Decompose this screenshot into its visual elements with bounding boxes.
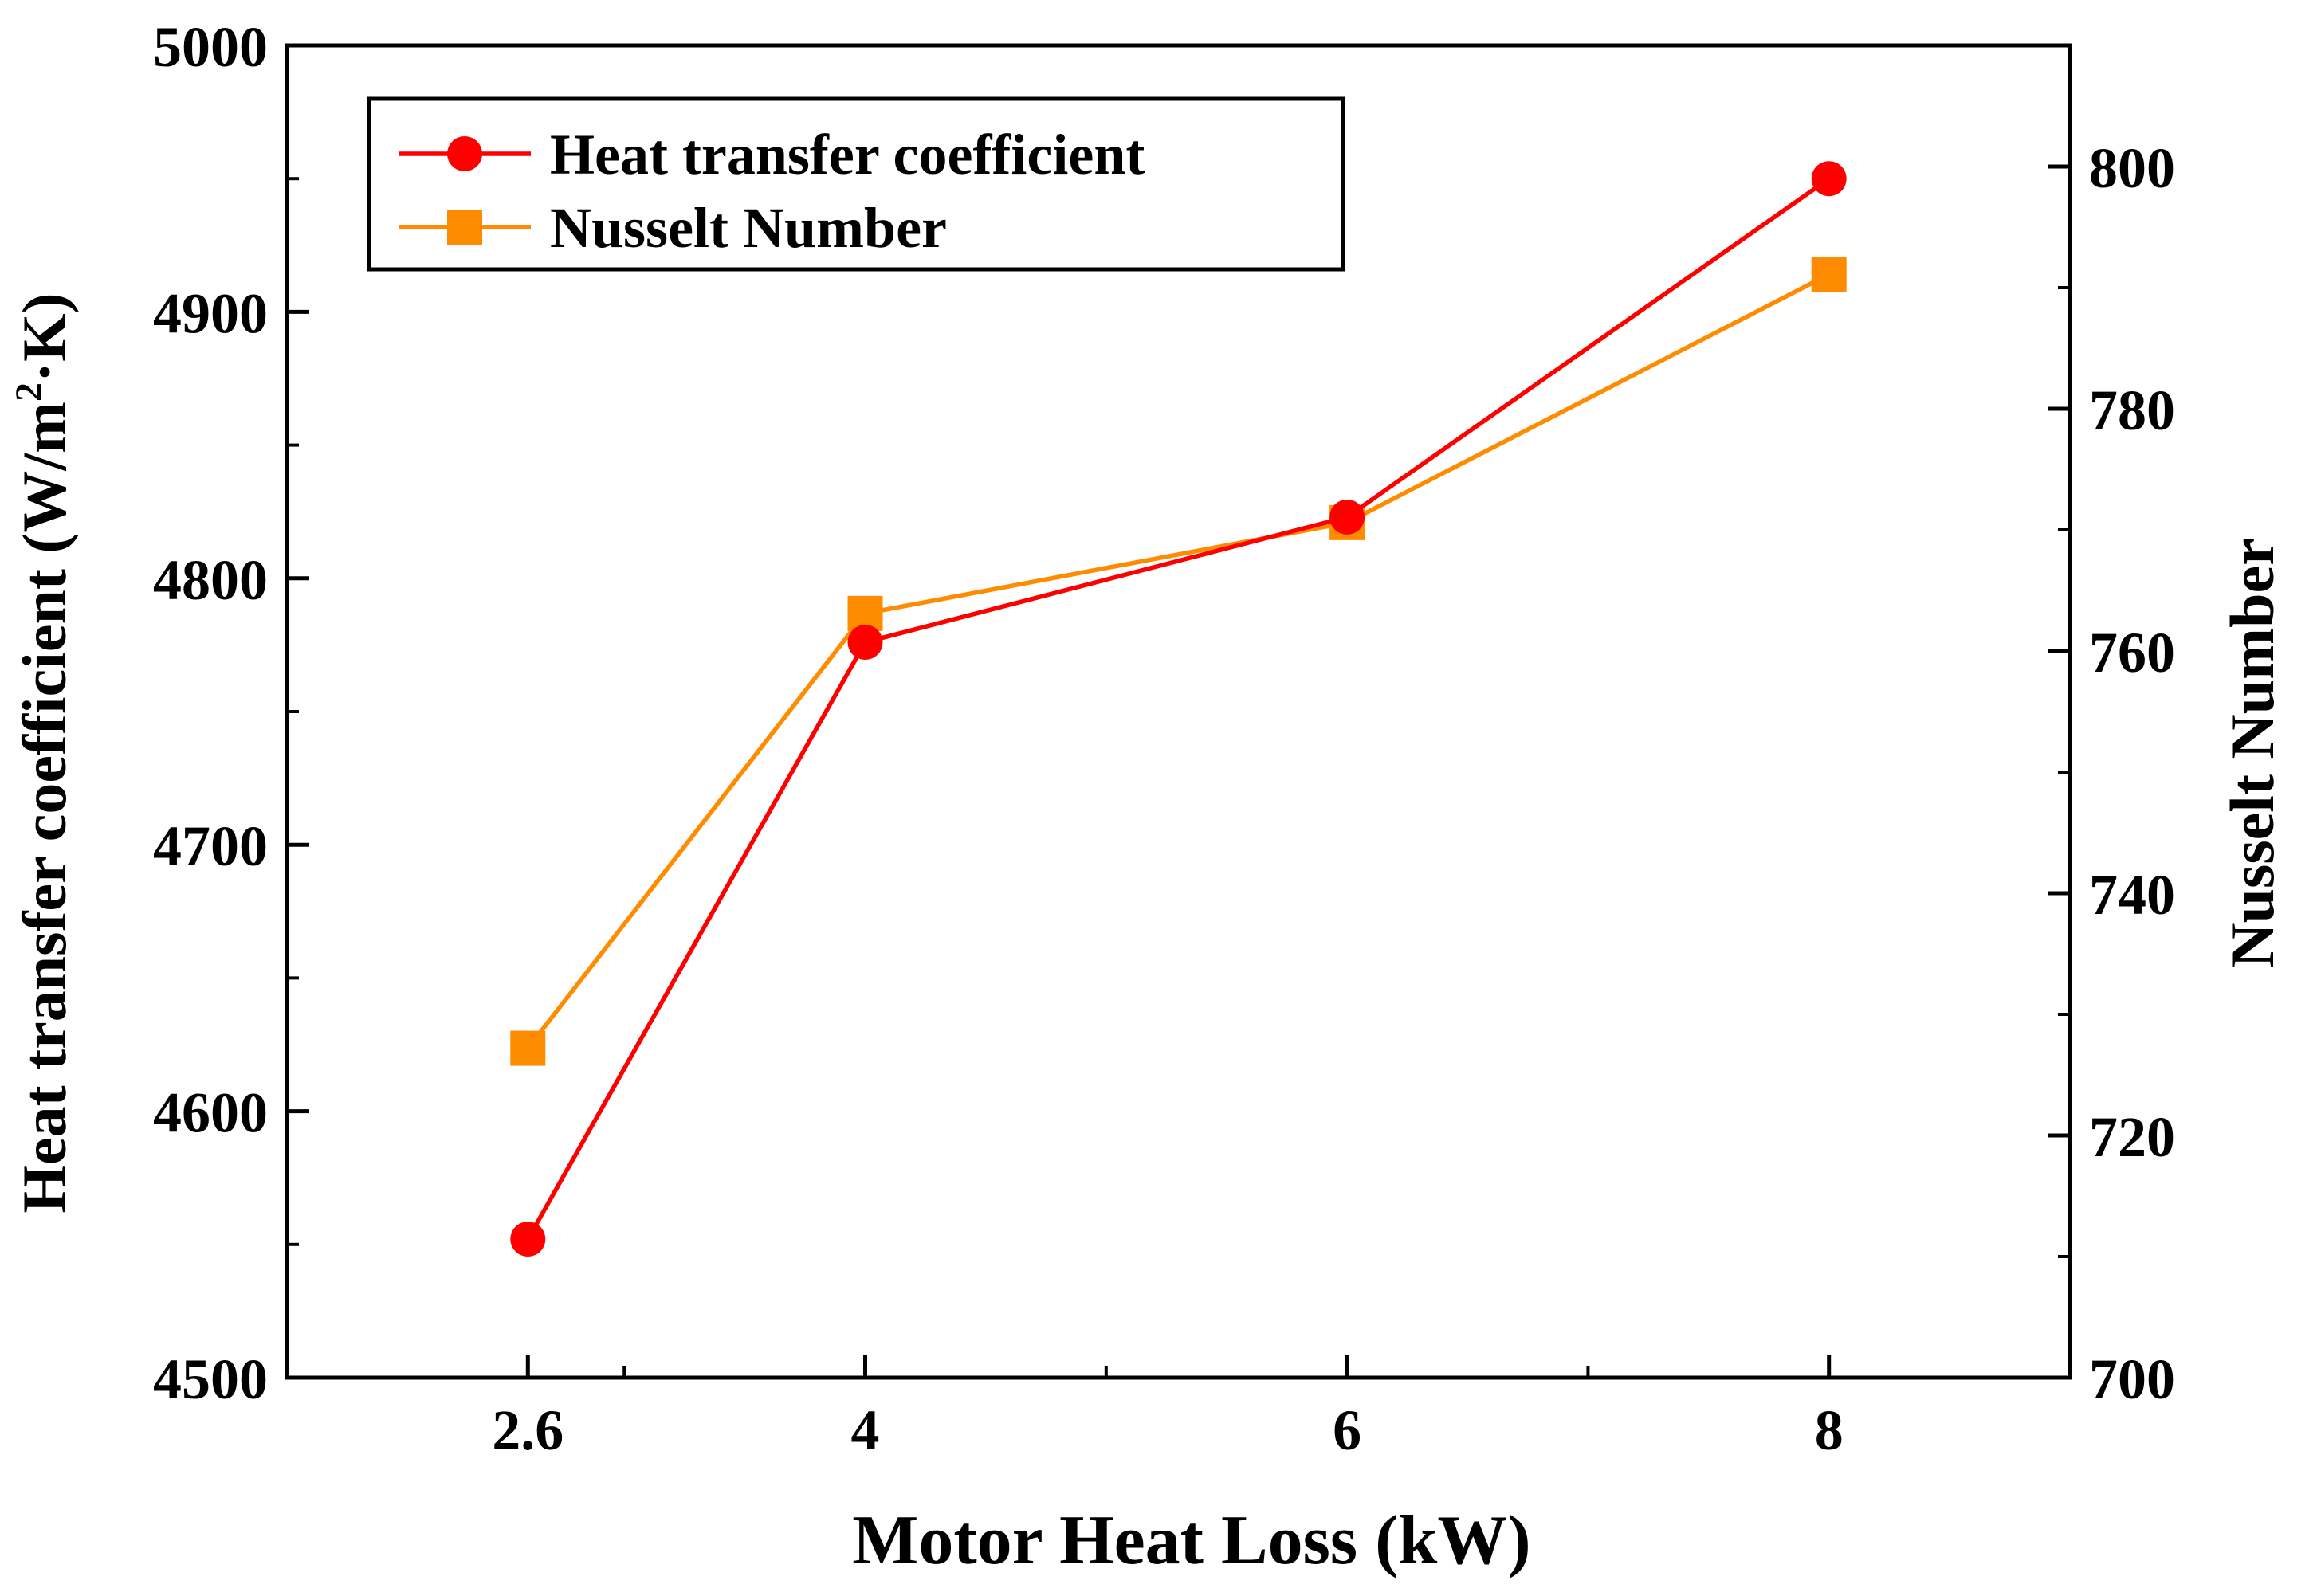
x-tick-label: 4 [851, 1398, 880, 1462]
x-tick-label: 6 [1333, 1398, 1361, 1462]
right-tick-label: 720 [2089, 1105, 2175, 1169]
legend-box [367, 96, 1345, 272]
legend-swatch-circle [447, 136, 482, 171]
left-axis-label-superscript: 2 [8, 382, 50, 402]
right-axis-label: Nusselt Number [2217, 538, 2287, 968]
nusselt-point [1811, 257, 1847, 292]
right-tick-label: 780 [2089, 378, 2175, 442]
right-tick-label: 800 [2089, 136, 2175, 200]
left-tick-label: 4900 [153, 281, 268, 345]
right-axis: 700 720 740 760 780 800 [2048, 136, 2175, 1411]
x-tick-label: 2.6 [492, 1398, 564, 1462]
legend-swatch-square [447, 210, 482, 245]
left-axis-label: Heat transfer coefficient (W/m2·K) [8, 292, 79, 1213]
left-tick-label: 5000 [153, 15, 268, 79]
right-tick-label: 700 [2089, 1347, 2175, 1411]
right-tick-label: 760 [2089, 621, 2175, 684]
left-axis-label-main: Heat transfer coefficient (W/m [10, 402, 79, 1214]
nusselt-point [510, 1030, 546, 1066]
left-axis: 4500 4600 4700 4800 4900 5000 [153, 15, 309, 1411]
x-tick-label: 8 [1815, 1398, 1844, 1462]
series-layer [510, 161, 1847, 1257]
x-axis-label: Motor Heat Loss (kW) [852, 1502, 1530, 1579]
left-axis-label-tail: ·K) [10, 292, 79, 382]
htc-point [1329, 499, 1365, 535]
left-tick-label: 4700 [153, 814, 268, 878]
htc-point [1811, 161, 1847, 197]
left-tick-label: 4500 [153, 1347, 268, 1411]
legend-label: Heat transfer coefficient [550, 123, 1145, 186]
htc-point [847, 625, 883, 661]
htc-point [510, 1222, 546, 1257]
left-tick-label: 4800 [153, 548, 268, 612]
legend-label: Nusselt Number [550, 196, 947, 260]
left-tick-label: 4600 [153, 1081, 268, 1145]
x-axis: 2.6 4 6 8 [492, 1355, 1844, 1462]
htc-series-line [525, 176, 1831, 1241]
nusselt-series-line [526, 272, 1830, 1050]
legend: Heat transfer coefficient Nusselt Number [367, 96, 1345, 272]
right-tick-label: 740 [2089, 863, 2175, 927]
